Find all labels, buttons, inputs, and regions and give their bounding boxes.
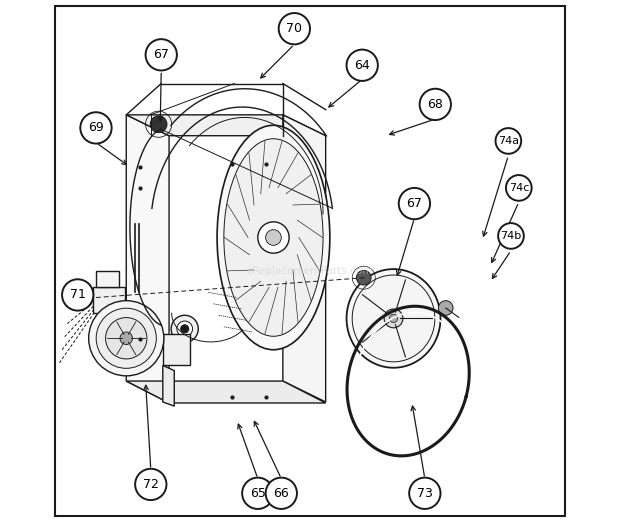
Circle shape — [96, 308, 156, 369]
Text: 65: 65 — [250, 487, 266, 500]
Circle shape — [347, 50, 378, 81]
Circle shape — [495, 128, 521, 154]
Text: 74c: 74c — [508, 183, 529, 193]
Ellipse shape — [171, 315, 198, 342]
Circle shape — [384, 309, 403, 328]
Circle shape — [242, 478, 273, 509]
Circle shape — [265, 478, 297, 509]
Polygon shape — [94, 287, 125, 313]
Polygon shape — [126, 115, 169, 403]
Text: 69: 69 — [88, 122, 104, 134]
Circle shape — [409, 478, 440, 509]
Ellipse shape — [352, 275, 435, 362]
Circle shape — [81, 112, 112, 144]
Circle shape — [105, 317, 147, 359]
Circle shape — [258, 222, 289, 253]
Circle shape — [356, 270, 371, 285]
Circle shape — [265, 230, 281, 245]
Text: 64: 64 — [354, 59, 370, 72]
Ellipse shape — [224, 139, 323, 336]
Circle shape — [506, 175, 531, 201]
Polygon shape — [283, 115, 326, 402]
Polygon shape — [163, 365, 174, 406]
Text: eReplacementParts.com: eReplacementParts.com — [247, 266, 373, 277]
Ellipse shape — [347, 269, 440, 367]
Circle shape — [438, 301, 453, 315]
Polygon shape — [163, 334, 190, 365]
Circle shape — [62, 279, 94, 311]
Circle shape — [180, 325, 189, 333]
Circle shape — [498, 223, 524, 249]
Circle shape — [135, 469, 166, 500]
Circle shape — [399, 188, 430, 219]
Polygon shape — [96, 271, 120, 287]
Text: 74a: 74a — [498, 136, 519, 146]
Text: 70: 70 — [286, 22, 303, 35]
Ellipse shape — [217, 125, 330, 350]
Circle shape — [150, 116, 167, 133]
Circle shape — [420, 89, 451, 120]
Text: 68: 68 — [427, 98, 443, 111]
Circle shape — [89, 301, 164, 376]
Circle shape — [389, 314, 397, 323]
Text: 66: 66 — [273, 487, 289, 500]
Text: 71: 71 — [70, 289, 86, 301]
Circle shape — [278, 13, 310, 44]
Circle shape — [120, 332, 133, 345]
Circle shape — [146, 39, 177, 70]
Ellipse shape — [177, 321, 193, 337]
Text: 74b: 74b — [500, 231, 521, 241]
Text: 67: 67 — [153, 49, 169, 61]
Text: 67: 67 — [407, 197, 422, 210]
Text: 72: 72 — [143, 478, 159, 491]
Text: 73: 73 — [417, 487, 433, 500]
Polygon shape — [126, 115, 326, 136]
Polygon shape — [126, 381, 326, 403]
